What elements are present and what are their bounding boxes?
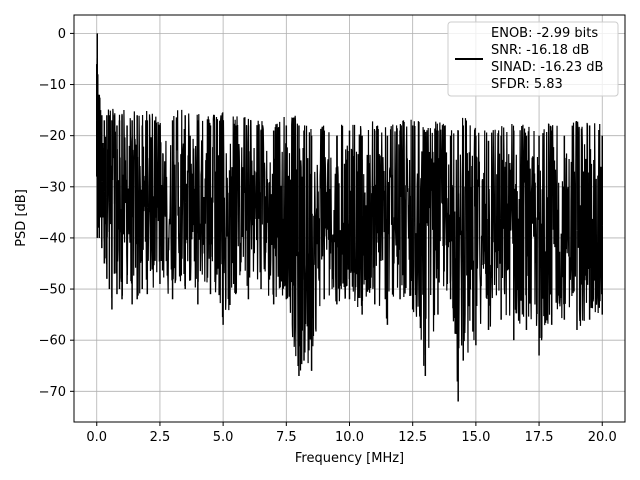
x-tick-label: 15.0 <box>461 430 490 445</box>
x-ticks: 0.0 2.5 5.0 7.5 10.0 12.5 15.0 17.5 20.0 <box>86 422 617 445</box>
x-tick-label: 12.5 <box>398 430 427 445</box>
y-tick-label: −70 <box>39 385 66 400</box>
y-tick-label: −10 <box>39 78 66 93</box>
y-tick-label: −60 <box>39 334 66 349</box>
y-tick-label: −40 <box>39 231 66 246</box>
x-tick-label: 5.0 <box>213 430 234 445</box>
y-tick-label: −50 <box>39 283 66 298</box>
legend: ENOB: -2.99 bits SNR: -16.18 dB SINAD: -… <box>447 21 619 97</box>
y-ticks: 0 −10 −20 −30 −40 −50 −60 −70 <box>39 27 74 400</box>
y-axis-label: PSD [dB] <box>14 189 29 247</box>
x-tick-label: 0.0 <box>86 430 107 445</box>
legend-entry-snr: SNR: -16.18 dB <box>491 43 589 58</box>
legend-box <box>447 21 619 97</box>
legend-entry-enob: ENOB: -2.99 bits <box>491 26 598 41</box>
x-tick-label: 10.0 <box>335 430 364 445</box>
x-tick-label: 20.0 <box>588 430 617 445</box>
y-tick-label: −20 <box>39 129 66 144</box>
y-tick-label: 0 <box>58 27 66 42</box>
x-tick-label: 17.5 <box>525 430 554 445</box>
y-tick-label: −30 <box>39 180 66 195</box>
legend-entry-sfdr: SFDR: 5.83 <box>491 77 563 92</box>
legend-entry-sinad: SINAD: -16.23 dB <box>491 60 603 75</box>
x-axis-label: Frequency [MHz] <box>295 451 404 466</box>
psd-series <box>95 33 604 402</box>
x-tick-label: 7.5 <box>276 430 297 445</box>
x-tick-label: 2.5 <box>150 430 171 445</box>
